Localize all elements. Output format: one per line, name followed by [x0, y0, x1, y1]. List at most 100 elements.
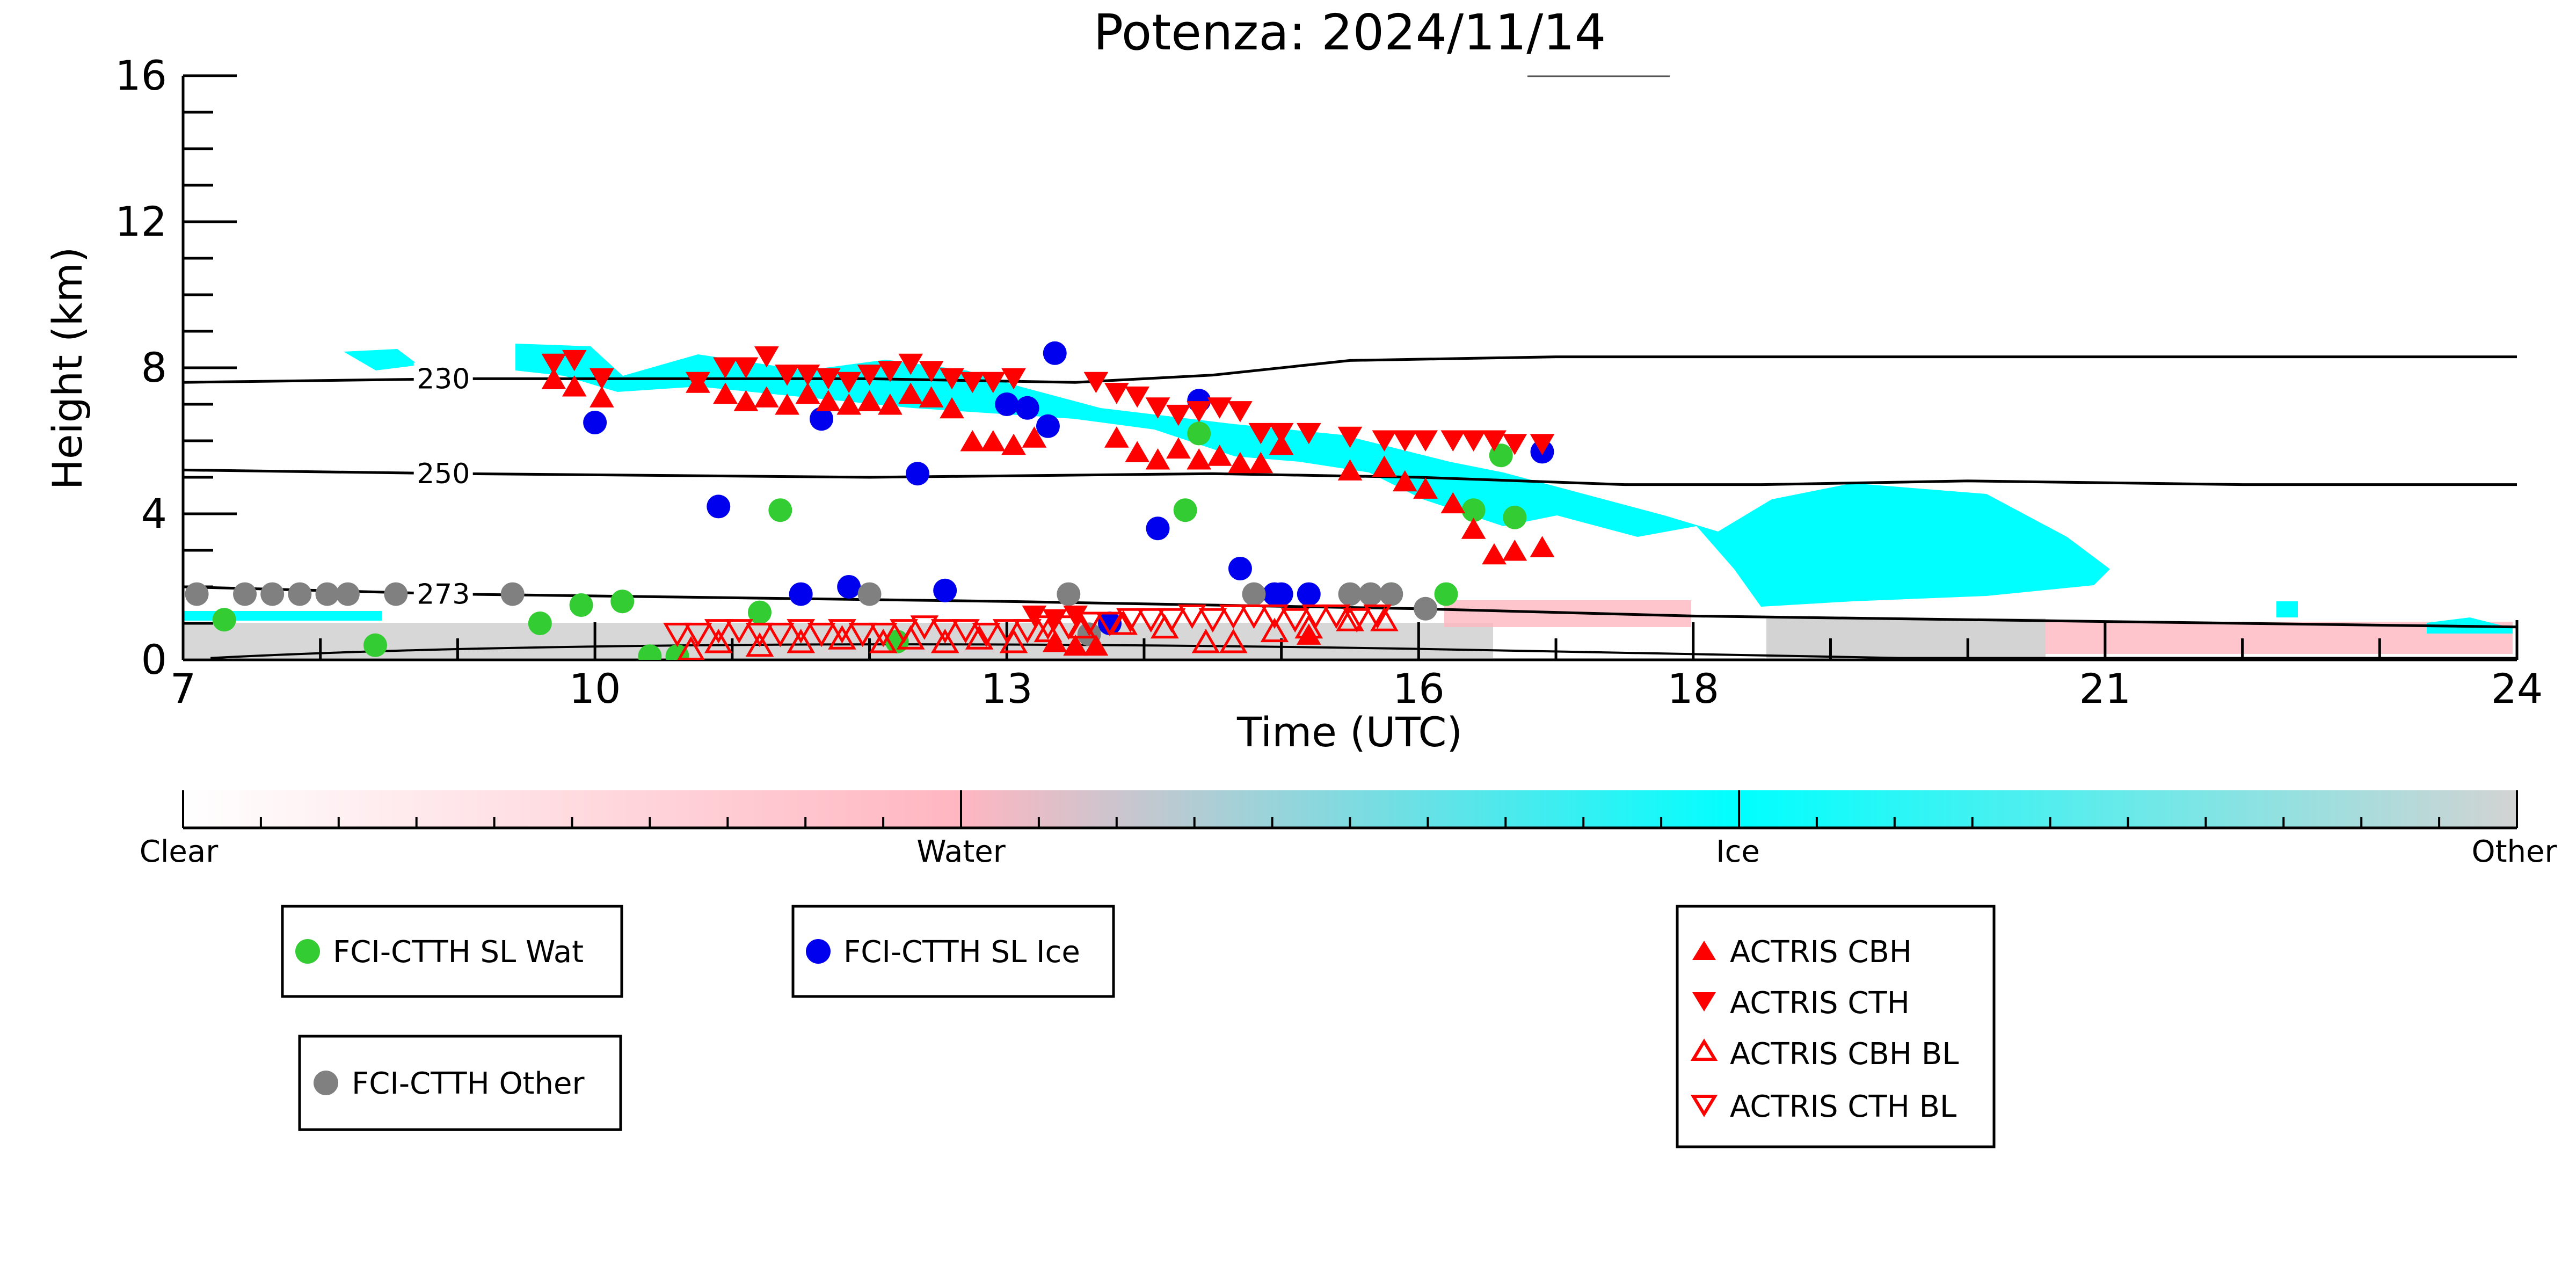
marker-actris-cbh: [1166, 437, 1191, 459]
marker-actris-cbh: [940, 397, 964, 419]
marker-fci-ctth-sl-ice: [1043, 341, 1067, 365]
marker-actris-cth-bl: [787, 619, 816, 644]
legend-marker-other: [314, 1071, 338, 1095]
marker-actris-cth: [1207, 397, 1232, 419]
marker-actris-cbh-bl: [965, 625, 994, 650]
legend-marker-cbh: [1692, 941, 1716, 960]
marker-fci-ctth-sl-ice: [906, 462, 930, 486]
marker-actris-cth: [1502, 434, 1527, 455]
marker-fci-ctth-sl-ice: [789, 582, 813, 606]
marker-fci-ctth-other: [1358, 582, 1382, 606]
marker-fci-ctth-sl-ice: [1297, 582, 1321, 606]
marker-actris-cth: [1296, 423, 1321, 445]
isotherm-lines: 230 250 273: [183, 355, 2517, 659]
marker-actris-cth-bl: [1054, 615, 1083, 640]
other-cloud-area: [1766, 618, 2046, 658]
marker-fci-ctth-sl-wat: [768, 498, 792, 522]
marker-actris-cbh: [1248, 452, 1274, 474]
marker-actris-cbh-bl: [677, 636, 705, 660]
marker-actris-cbh: [1296, 623, 1321, 645]
isotherm-label: 230: [417, 363, 470, 395]
x-ticks: 7 10 13 16 18 21 24: [170, 622, 2543, 712]
marker-actris-cth: [686, 372, 710, 394]
marker-actris-cth-bl: [1034, 615, 1063, 640]
marker-fci-ctth-sl-wat: [1434, 582, 1458, 606]
marker-actris-cbh: [1440, 492, 1466, 514]
marker-actris-cth: [878, 361, 903, 382]
marker-actris-cbh: [1228, 452, 1253, 474]
legend-marker-cbh-bl: [1690, 1038, 1718, 1061]
marker-actris-cbh-bl: [1068, 614, 1097, 639]
marker-actris-cbh: [960, 430, 985, 452]
marker-actris-cth-bl: [1260, 604, 1289, 629]
marker-fci-ctth-sl-ice: [1015, 396, 1039, 420]
marker-actris-cbh: [541, 368, 566, 389]
marker-fci-ctth-sl-wat: [610, 590, 635, 614]
marker-actris-cth: [775, 365, 799, 386]
marker-fci-ctth-sl-wat: [212, 608, 236, 632]
marker-actris-cbh: [1337, 459, 1363, 481]
marker-actris-cth-bl: [1301, 604, 1330, 629]
legend-box: [298, 1035, 622, 1131]
marker-actris-cth: [857, 365, 882, 386]
marker-actris-cbh: [795, 382, 820, 404]
marker-actris-cth: [1269, 423, 1294, 445]
marker-actris-cbh-bl: [745, 632, 774, 657]
marker-fci-ctth-other: [1057, 582, 1081, 606]
marker-actris-cbh-bl: [1336, 607, 1364, 631]
marker-actris-cth-bl: [1342, 608, 1371, 633]
marker-actris-cth-bl: [890, 619, 918, 644]
marker-fci-ctth-other: [260, 582, 285, 606]
marker-actris-cbh: [898, 382, 923, 404]
marker-actris-cth-bl: [972, 622, 1001, 647]
marker-actris-cbh: [857, 390, 882, 411]
isotherm-label: 250: [417, 458, 470, 490]
legend-fci-other: FCI-CTTH Other: [298, 1035, 622, 1131]
marker-actris-cth: [836, 372, 862, 394]
legend-box: [791, 905, 1115, 998]
marker-actris-cbh: [1063, 634, 1088, 656]
x-tick-label: 7: [170, 665, 196, 712]
legend-marker-cth: [1692, 992, 1716, 1012]
marker-fci-ctth-sl-wat: [1173, 498, 1197, 522]
marker-actris-cth: [1461, 430, 1486, 452]
marker-actris-cth: [541, 353, 566, 375]
marker-actris-cth-bl: [1322, 604, 1351, 629]
marker-actris-cbh: [980, 430, 1006, 452]
legend-marker-cth-bl: [1690, 1095, 1718, 1117]
marker-actris-cbh: [775, 394, 799, 415]
marker-actris-cbh: [1207, 445, 1232, 466]
isotherm-label: 273: [417, 579, 470, 611]
marker-actris-cth-bl: [745, 622, 774, 647]
marker-fci-ctth-sl-wat: [747, 600, 772, 624]
marker-fci-ctth-other: [500, 582, 525, 606]
colorbar-label-other: Other: [2471, 834, 2557, 869]
marker-actris-cth: [795, 365, 820, 386]
marker-actris-cbh-bl: [1219, 629, 1248, 653]
marker-fci-ctth-sl-wat: [1461, 498, 1486, 522]
marker-actris-cth: [940, 368, 964, 390]
marker-actris-cth: [1125, 386, 1150, 408]
legend-label-ice: FCI-CTTH SL Ice: [843, 935, 1080, 970]
marker-actris-cth-bl: [1240, 604, 1268, 629]
marker-actris-cth: [1228, 401, 1253, 423]
marker-fci-ctth-sl-ice: [1146, 516, 1170, 541]
marker-fci-ctth-sl-ice: [837, 575, 861, 599]
marker-actris-cth-bl: [828, 619, 856, 644]
marker-fci-ctth-sl-ice: [995, 392, 1019, 416]
marker-actris-cth-bl: [910, 615, 939, 640]
marker-actris-cbh-bl: [1260, 617, 1289, 643]
marker-actris-cbh: [919, 386, 944, 407]
marker-actris-cth-bl: [1137, 608, 1166, 633]
marker-actris-cth-bl: [1198, 608, 1227, 633]
marker-actris-cbh: [1022, 426, 1047, 448]
marker-actris-cth-bl: [1013, 619, 1042, 644]
marker-fci-ctth-sl-wat: [528, 612, 552, 635]
x-axis-label: Time (UTC): [1236, 708, 1462, 756]
y-tick-label: 8: [141, 344, 167, 391]
marker-fci-ctth-other: [185, 582, 209, 606]
marker-actris-cth: [960, 372, 985, 394]
marker-actris-cth-bl: [848, 622, 877, 647]
legend-label-cbh-bl: ACTRIS CBH BL: [1730, 1037, 1959, 1072]
legend-box: [281, 905, 623, 998]
